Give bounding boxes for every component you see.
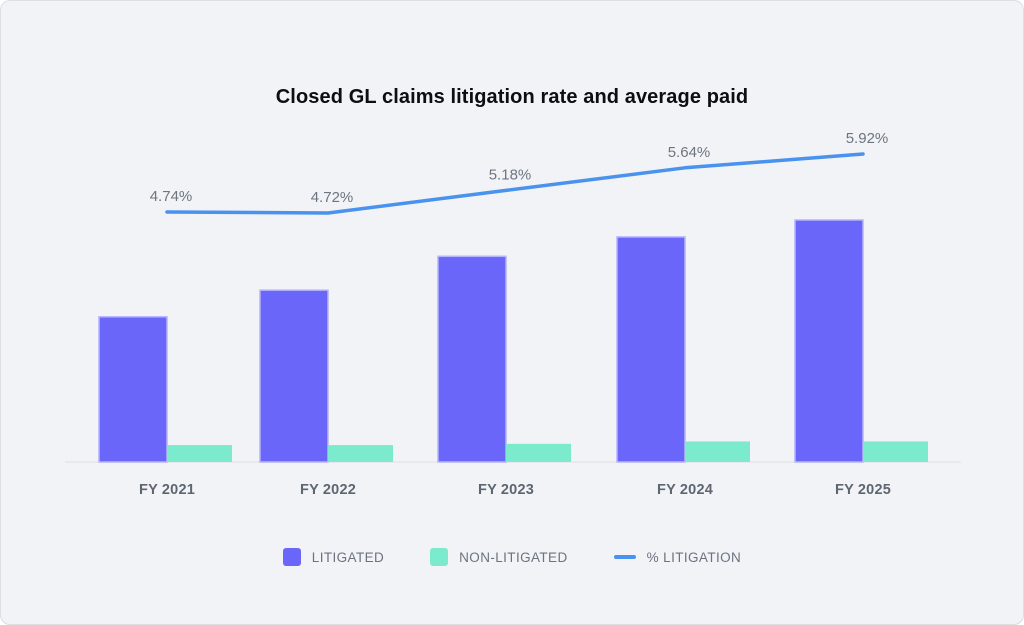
legend-item-pct-litigation: % LITIGATION	[613, 549, 742, 565]
litigation-rate-label-fy-2022: 4.72%	[311, 189, 354, 206]
x-axis-label-fy-2024: FY 2024	[657, 482, 713, 498]
x-axis-label-fy-2025: FY 2025	[835, 482, 891, 498]
litigation-rate-label-fy-2023: 5.18%	[489, 166, 532, 183]
x-axis-label-fy-2022: FY 2022	[300, 482, 356, 498]
legend-item-litigated: LITIGATED	[282, 548, 385, 566]
chart-title: Closed GL claims litigation rate and ave…	[275, 86, 749, 109]
legend-item-non-litigated: NON-LITIGATED	[430, 548, 567, 566]
bar-non-litigated-fy-2021	[167, 445, 232, 462]
bar-litigated-fy-2024	[616, 236, 686, 463]
bar-litigated-fy-2021	[98, 316, 168, 463]
litigation-rate-line	[165, 152, 865, 215]
non-litigated-swatch-icon	[430, 548, 449, 566]
bar-litigated-fy-2022	[259, 289, 329, 463]
litigation-rate-label-fy-2024: 5.64%	[668, 144, 711, 161]
legend-label-litigated: LITIGATED	[311, 549, 385, 565]
bar-non-litigated-fy-2025	[863, 441, 928, 462]
bar-non-litigated-fy-2022	[328, 445, 393, 462]
legend-label-pct-litigation: % LITIGATION	[646, 549, 742, 565]
x-axis-label-fy-2023: FY 2023	[478, 482, 534, 498]
x-axis-label-fy-2021: FY 2021	[139, 482, 195, 498]
bar-non-litigated-fy-2023	[506, 443, 571, 462]
bar-non-litigated-fy-2024	[685, 441, 750, 462]
bar-litigated-fy-2023	[437, 255, 507, 463]
legend-label-non-litigated: NON-LITIGATED	[459, 549, 568, 565]
litigation-rate-label-fy-2025: 5.92%	[846, 130, 889, 147]
litigated-swatch-icon	[282, 548, 301, 566]
litigation-rate-label-fy-2021: 4.74%	[150, 188, 193, 205]
legend: LITIGATED NON-LITIGATED % LITIGATION	[1, 548, 1023, 566]
bar-litigated-fy-2025	[794, 219, 864, 463]
pct-litigation-line-icon	[613, 555, 636, 559]
